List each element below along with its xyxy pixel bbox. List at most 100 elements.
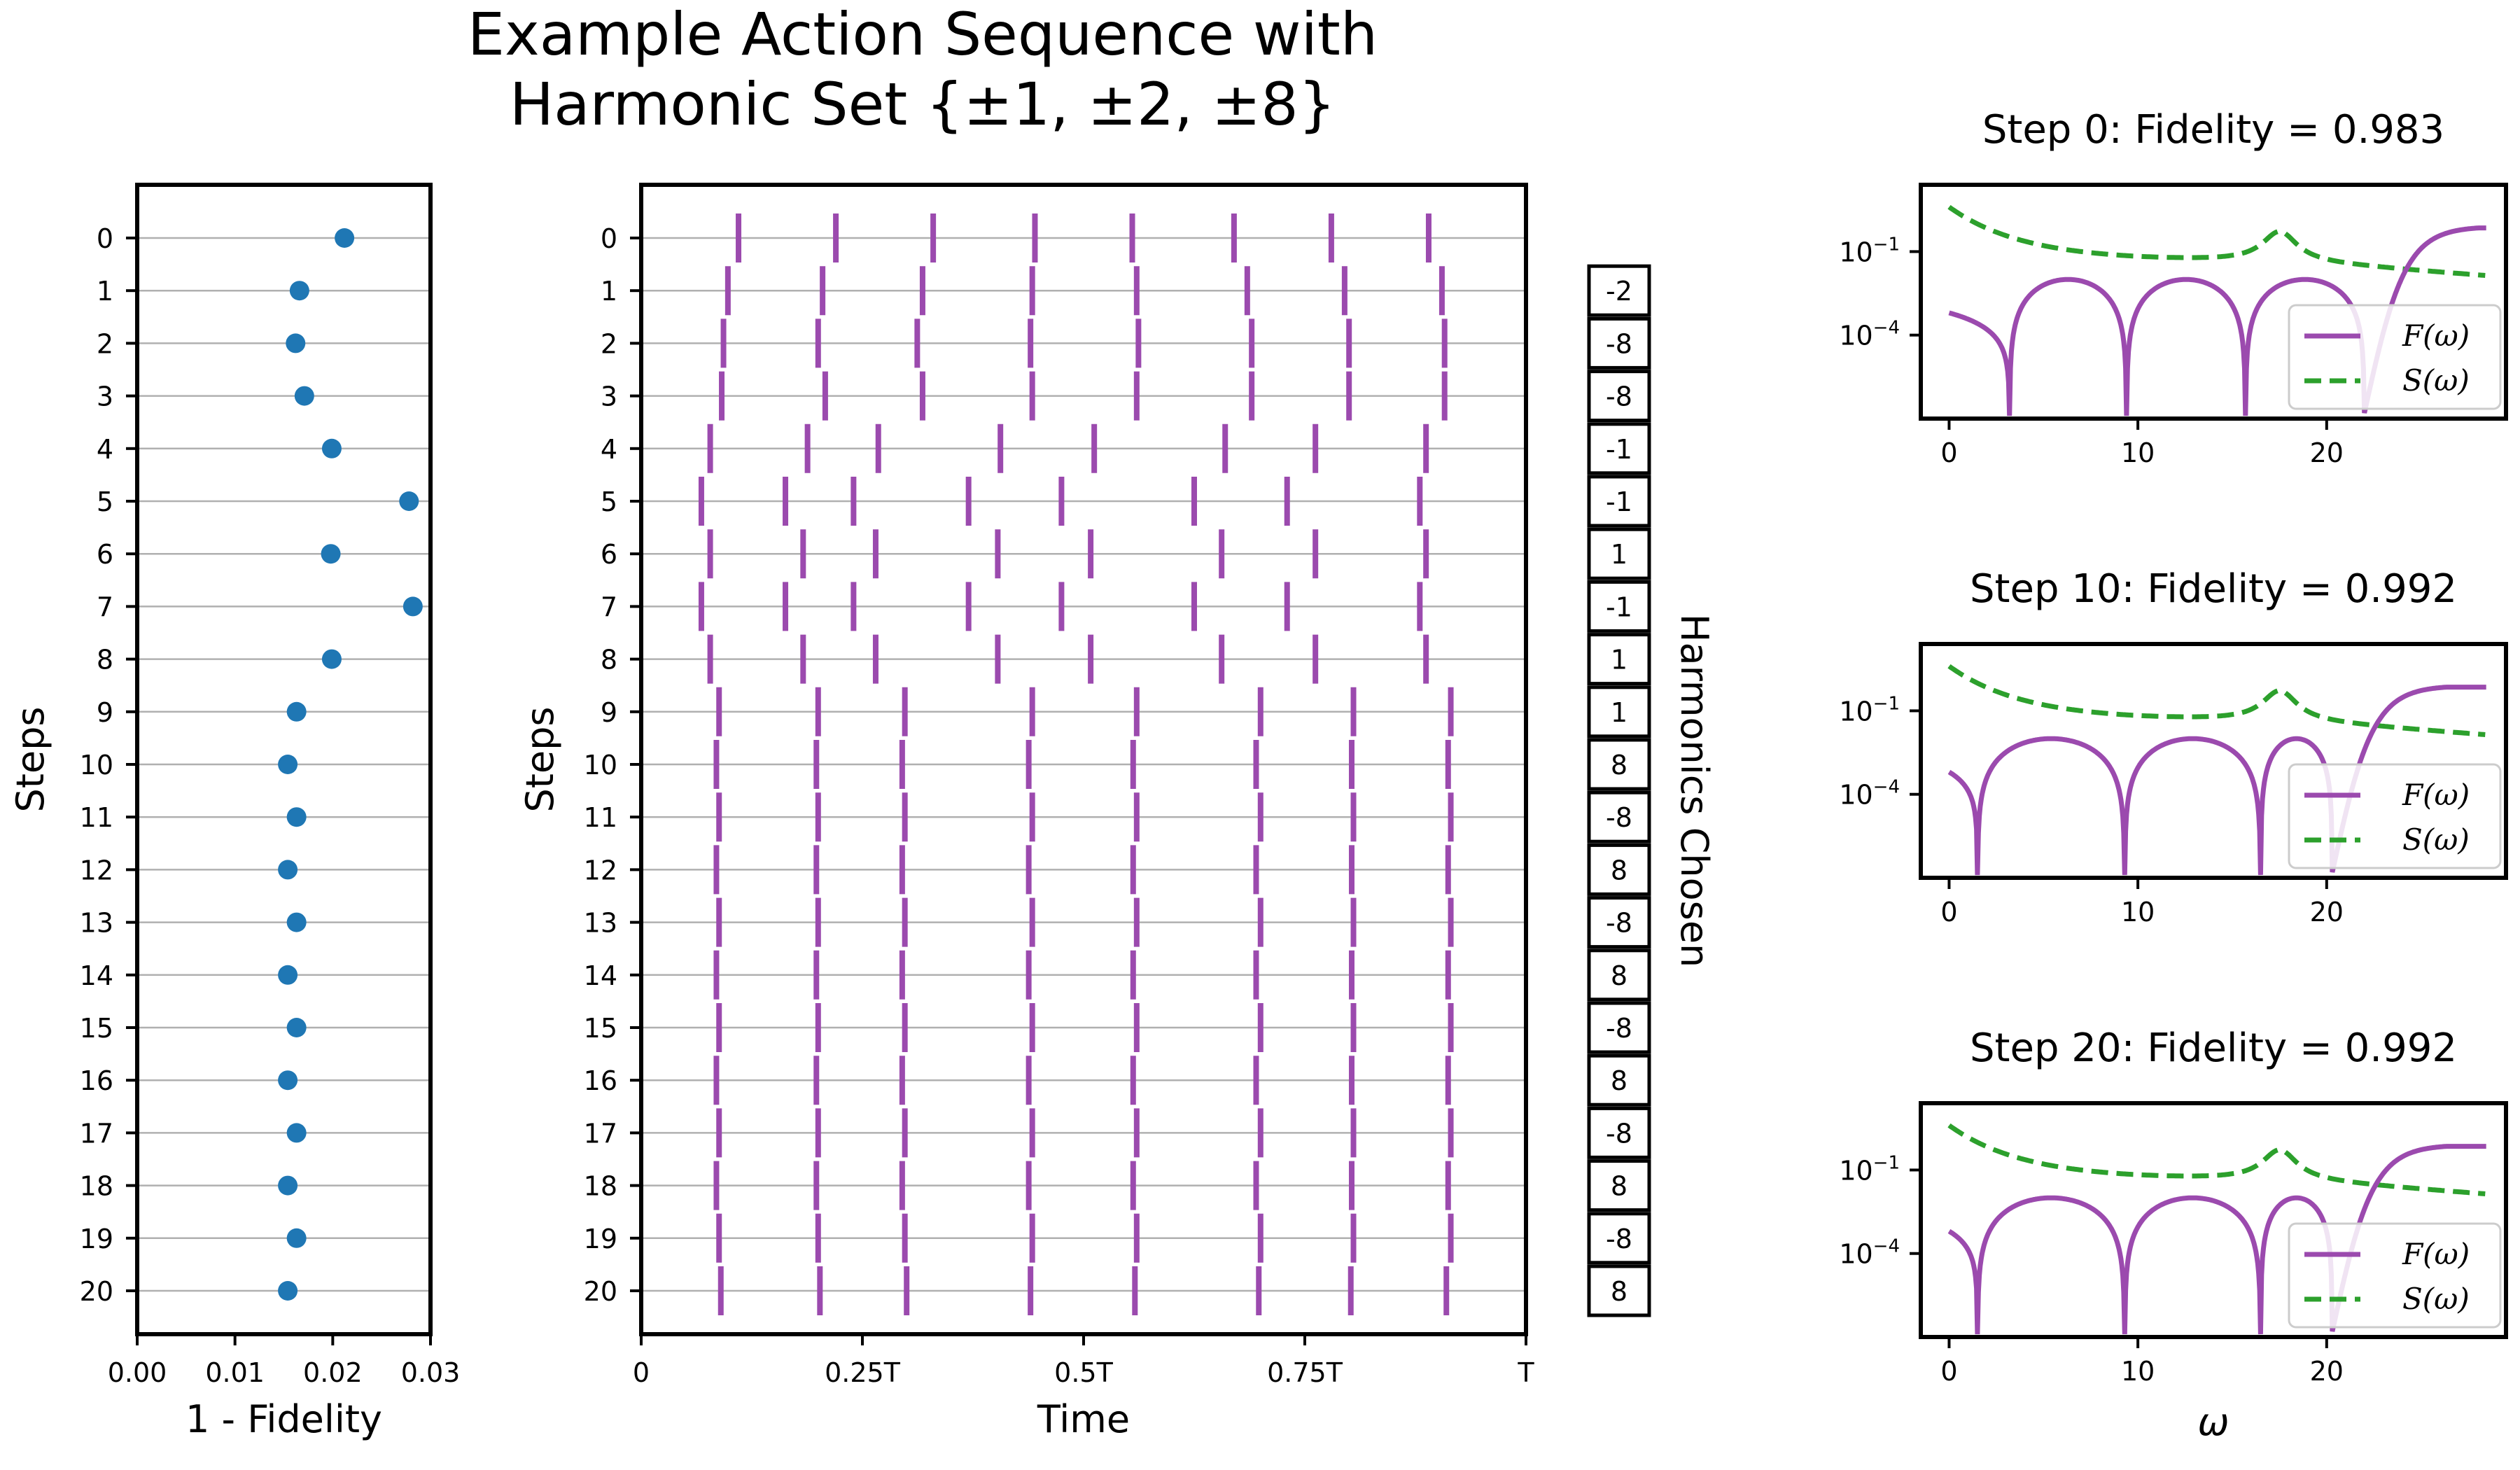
ytick-base: 10 xyxy=(1839,321,1872,351)
F-curve xyxy=(1947,1144,2486,1335)
ytick-label: 20 xyxy=(584,1276,617,1307)
axes-frame xyxy=(1919,642,2508,880)
y-axis-label: Steps xyxy=(518,706,562,812)
data-point xyxy=(321,438,342,458)
harmonic-value: -8 xyxy=(1606,802,1632,833)
data-point xyxy=(286,807,307,827)
harmonic-cell xyxy=(1587,738,1651,791)
ytick-label: 10−1 xyxy=(1839,693,1900,727)
data-point xyxy=(278,755,298,774)
xtick-label: 0.00 xyxy=(108,1357,167,1388)
ytick-label: 0 xyxy=(97,223,113,254)
harmonic-value: 8 xyxy=(1611,960,1628,991)
harmonic-cell xyxy=(1587,1264,1651,1317)
ytick-label: 17 xyxy=(80,1118,113,1149)
xtick-label: 20 xyxy=(2310,1356,2344,1387)
ytick-base: 10 xyxy=(1839,696,1872,727)
axes-frame xyxy=(135,183,433,1336)
ytick-exponent: −1 xyxy=(1873,234,1900,255)
ytick-label: 18 xyxy=(80,1171,113,1202)
xtick-label: 0.75T xyxy=(1267,1357,1343,1388)
ytick-exponent: −1 xyxy=(1873,1152,1900,1173)
harmonics-label: Harmonics Chosen xyxy=(1672,614,1716,967)
ytick-label: 6 xyxy=(97,539,113,570)
xtick-label: 20 xyxy=(2310,897,2344,927)
harmonic-cell xyxy=(1587,948,1651,1002)
ytick-exponent: −4 xyxy=(1873,318,1900,339)
harmonic-value: 8 xyxy=(1611,1171,1628,1202)
ytick-label: 13 xyxy=(584,908,617,939)
legend-S-label: S(ω) xyxy=(2402,822,2470,857)
figure-title-line2: Harmonic Set {±1, ±2, ±8} xyxy=(510,70,1336,139)
harmonic-cell xyxy=(1587,1159,1651,1212)
xtick-label: 10 xyxy=(2121,438,2155,468)
ytick-label: 16 xyxy=(80,1065,113,1096)
ytick-label: 12 xyxy=(80,855,113,886)
harmonic-cell xyxy=(1587,370,1651,423)
ytick-label: 10 xyxy=(80,750,113,780)
ytick-base: 10 xyxy=(1839,780,1872,811)
ytick-label: 20 xyxy=(80,1276,113,1307)
data-point xyxy=(321,544,341,564)
ytick-label: 10−4 xyxy=(1839,1236,1900,1270)
ytick-label: 15 xyxy=(80,1013,113,1044)
harmonic-value: 8 xyxy=(1611,855,1628,886)
legend: F(ω) S(ω) xyxy=(2288,304,2502,410)
ytick-label: 10−1 xyxy=(1839,234,1900,267)
xtick-label: 0.25T xyxy=(825,1357,901,1388)
harmonic-cell xyxy=(1587,1212,1651,1265)
xtick-label: 0 xyxy=(1940,438,1957,468)
harmonic-cell xyxy=(1587,580,1651,633)
axes-frame xyxy=(1919,1101,2508,1339)
legend: F(ω) S(ω) xyxy=(2288,1222,2502,1329)
data-point xyxy=(278,1175,298,1196)
harmonic-value: 1 xyxy=(1611,539,1628,570)
ytick-label: 6 xyxy=(601,539,617,570)
harmonic-cell xyxy=(1587,264,1651,317)
ytick-label: 11 xyxy=(80,802,113,833)
x-axis-label: 1 - Fidelity xyxy=(186,1397,382,1441)
ytick-label: 4 xyxy=(601,434,617,465)
ytick-label: 13 xyxy=(80,908,113,939)
ytick-label: 19 xyxy=(80,1224,113,1254)
ytick-label: 14 xyxy=(80,960,113,991)
data-point xyxy=(278,965,298,985)
ytick-label: 9 xyxy=(97,697,113,728)
data-point xyxy=(286,1228,307,1248)
data-point xyxy=(286,912,307,932)
ytick-label: 10−4 xyxy=(1839,318,1900,351)
x-axis-label: Time xyxy=(1037,1397,1130,1441)
ytick-label: 12 xyxy=(584,855,617,886)
xtick-label: 20 xyxy=(2310,438,2344,468)
data-point xyxy=(278,1281,298,1301)
ytick-label: 8 xyxy=(97,645,113,676)
ytick-label: 2 xyxy=(601,328,617,359)
harmonic-value: 8 xyxy=(1611,1276,1628,1307)
xtick-label: 10 xyxy=(2121,897,2155,927)
harmonic-cell xyxy=(1587,422,1651,475)
harmonic-cell xyxy=(1587,1106,1651,1159)
ytick-label: 10 xyxy=(584,750,617,780)
harmonic-value: -2 xyxy=(1606,276,1632,307)
data-point xyxy=(278,1070,298,1091)
x-axis-label: ω xyxy=(2197,1400,2229,1444)
harmonic-cell xyxy=(1587,685,1651,738)
data-point xyxy=(294,386,314,406)
F-curve xyxy=(1947,685,2486,876)
xtick-label: 0.03 xyxy=(401,1357,461,1388)
ytick-label: 10−4 xyxy=(1839,777,1900,811)
legend-F-label: F(ω) xyxy=(2402,318,2470,353)
legend: F(ω) S(ω) xyxy=(2288,763,2502,869)
harmonic-cell xyxy=(1587,1001,1651,1054)
ytick-label: 3 xyxy=(97,382,113,412)
legend-S-label: S(ω) xyxy=(2402,1282,2470,1316)
harmonic-value: -1 xyxy=(1606,592,1632,622)
harmonic-cell xyxy=(1587,316,1651,370)
ytick-label: 17 xyxy=(584,1118,617,1149)
panel-title: Step 10: Fidelity = 0.992 xyxy=(1970,566,2457,612)
ytick-label: 15 xyxy=(584,1013,617,1044)
harmonic-value: -8 xyxy=(1606,382,1632,412)
